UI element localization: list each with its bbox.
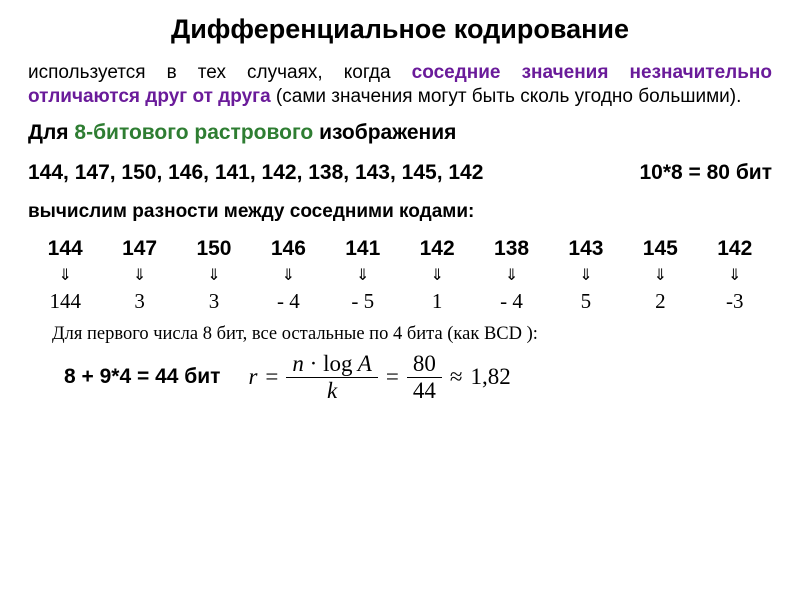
num1-b: A [352,351,371,376]
equals-icon: = [386,364,399,390]
page-title: Дифференциальное кодирование [28,14,772,45]
diff-top-cell: 146 [251,235,325,263]
calc-80bit: 10*8 = 80 бит [639,161,772,185]
diff-top-cell: 142 [698,235,772,263]
final-row: 8 + 9*4 = 44 бит r = n · log A k = 80 44… [64,351,772,405]
diff-bot-cell: 1 [400,287,474,316]
intro-pre: используется в тех случаях, когда [28,62,412,83]
num1-a: n [292,351,304,376]
subhead-post: изображения [313,121,456,144]
diff-top-cell: 145 [623,235,697,263]
diff-top-cell: 147 [102,235,176,263]
fraction-2: 80 44 [407,351,442,405]
diff-bot-cell: -3 [698,287,772,316]
diff-top-cell: 143 [549,235,623,263]
down-arrow-icon: ⇓ [474,263,548,287]
diff-top-cell: 142 [400,235,474,263]
formula-lhs: r [248,364,257,390]
table-row: 144 3 3 - 4 - 5 1 - 4 5 2 -3 [28,287,772,316]
diff-top-cell: 138 [474,235,548,263]
num1-dot: · [310,351,318,376]
calc1-expr: 10*8 = [639,161,700,184]
diff-bot-cell: 144 [28,287,102,316]
diff-top-cell: 150 [177,235,251,263]
fraction-den: 44 [407,378,442,404]
table-row: 144 147 150 146 141 142 138 143 145 142 [28,235,772,263]
formula-rhs: 1,82 [470,364,510,390]
calc2-expr: 8 + 9*4 = [64,365,149,388]
approx-icon: ≈ [450,364,463,390]
calc2-res: 44 бит [149,365,220,388]
fraction-num: n · log A [286,351,377,378]
calc-44bit: 8 + 9*4 = 44 бит [64,365,220,389]
diff-bot-cell: - 5 [326,287,400,316]
down-arrow-icon: ⇓ [400,263,474,287]
subheading: Для 8-битового растрового изображения [28,121,772,145]
subhead-green: 8-битового растрового [74,121,313,144]
down-arrow-icon: ⇓ [698,263,772,287]
down-arrow-icon: ⇓ [326,263,400,287]
diff-bot-cell: 5 [549,287,623,316]
ratio-formula: r = n · log A k = 80 44 ≈ 1,82 [248,351,510,405]
diff-bot-cell: - 4 [251,287,325,316]
diff-table: 144 147 150 146 141 142 138 143 145 142 … [28,235,772,316]
diff-top-cell: 141 [326,235,400,263]
sequence-values: 144, 147, 150, 146, 141, 142, 138, 143, … [28,161,621,185]
fraction-1: n · log A k [286,351,377,405]
down-arrow-icon: ⇓ [177,263,251,287]
down-arrow-icon: ⇓ [251,263,325,287]
diff-top-cell: 144 [28,235,102,263]
calc1-res: 80 бит [701,161,772,184]
down-arrow-icon: ⇓ [549,263,623,287]
sequence-row: 144, 147, 150, 146, 141, 142, 138, 143, … [28,161,772,185]
fraction-den: k [321,378,343,404]
compute-note: вычислим разности между соседними кодами… [28,201,772,223]
diff-bot-cell: 3 [102,287,176,316]
diff-bot-cell: - 4 [474,287,548,316]
diff-bot-cell: 2 [623,287,697,316]
down-arrow-icon: ⇓ [623,263,697,287]
fraction-num: 80 [407,351,442,378]
num1-log: log [323,351,352,376]
subhead-pre: Для [28,121,74,144]
intro-paragraph: используется в тех случаях, когда соседн… [28,61,772,109]
bcd-note: Для первого числа 8 бит, все остальные п… [52,324,772,345]
down-arrow-icon: ⇓ [102,263,176,287]
down-arrow-icon: ⇓ [28,263,102,287]
intro-post: (сами значения могут быть сколь угодно б… [271,86,742,107]
equals-icon: = [265,364,278,390]
diff-bot-cell: 3 [177,287,251,316]
table-row: ⇓ ⇓ ⇓ ⇓ ⇓ ⇓ ⇓ ⇓ ⇓ ⇓ [28,263,772,287]
